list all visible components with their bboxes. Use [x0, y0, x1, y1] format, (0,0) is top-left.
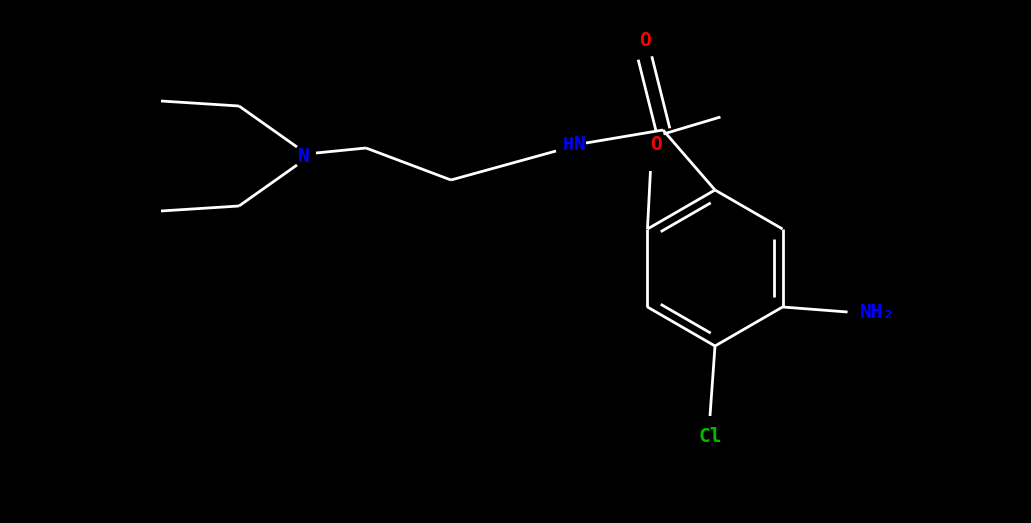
Text: O: O [639, 30, 651, 50]
Text: N: N [298, 146, 310, 165]
Text: Cl: Cl [698, 426, 722, 446]
Text: O: O [651, 134, 662, 153]
Text: H: H [563, 136, 573, 154]
Text: N: N [574, 135, 586, 154]
Text: NH₂: NH₂ [860, 302, 895, 322]
